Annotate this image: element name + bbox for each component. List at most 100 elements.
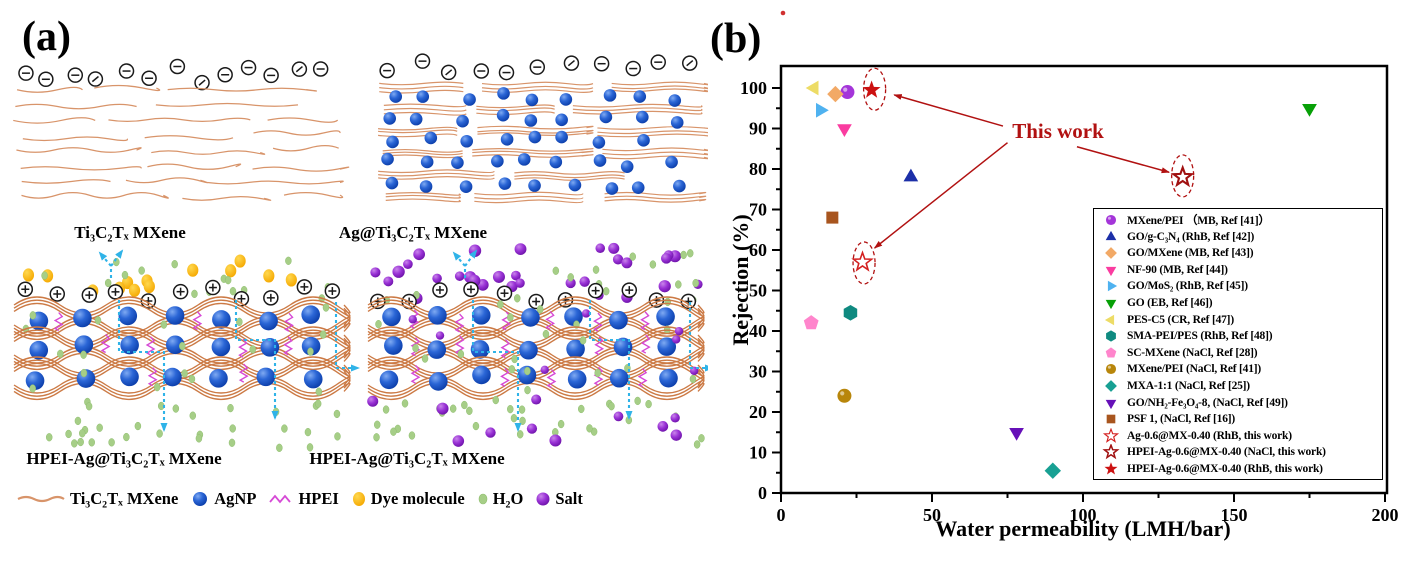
diagram-legend-label: HPEI [298, 489, 339, 508]
legend-marker-star-open-bold [1102, 444, 1120, 460]
mxene-wave [17, 495, 65, 503]
positive-charge-icon [205, 279, 221, 296]
data-point-6 [805, 80, 819, 96]
negative-charge-icon [240, 59, 257, 76]
negative-charge-icon [414, 53, 431, 69]
x-tick-label: 100 [1070, 505, 1097, 525]
diagram-label-mxene: Ti₃C₂Tₓ MXene [74, 223, 186, 242]
legend-marker-square [1106, 414, 1116, 424]
quadrant-pristine-mxene [13, 58, 350, 201]
chart-legend-label: PES-C5 (CR, Ref [47]) [1127, 313, 1234, 326]
positive-charge-icon [463, 281, 479, 298]
chart-legend-item: HPEI-Ag-0.6@MX-0.40 (RhB, this work) [1098, 461, 1380, 477]
negative-charge-icon [263, 67, 279, 84]
y-tick-label: 10 [749, 443, 767, 463]
negative-charge-icon [593, 55, 610, 72]
marker-triangle-down [1105, 399, 1117, 409]
positive-charge-icon [296, 279, 313, 295]
negative-charge-icon [498, 64, 515, 81]
x-tick-label: 150 [1221, 505, 1248, 525]
legend-marker-triangle-down [1105, 399, 1117, 409]
highlight-ellipse [852, 241, 876, 285]
y-tick-label: 70 [749, 200, 767, 220]
diagram-legend-item: AgNP [190, 489, 256, 509]
negative-charge-icon [312, 61, 329, 77]
positive-charge-icon [107, 284, 124, 300]
y-tick-label: 100 [740, 78, 767, 98]
marker-diamond [1105, 380, 1117, 392]
chart-legend-label: SMA-PEI/PES (RhB, Ref [48]) [1127, 330, 1273, 343]
data-points [803, 80, 1317, 479]
marker-star-open-bold [1102, 444, 1120, 460]
y-tick-label: 30 [749, 362, 767, 382]
membrane-schematic-canvas [13, 53, 708, 452]
positive-charge-icon [587, 282, 604, 299]
data-point-13 [851, 250, 874, 272]
red-speck [780, 10, 786, 16]
legend-marker-triangle-up [1105, 230, 1117, 240]
legend-marker-triangle-right [1107, 281, 1118, 292]
positive-charge-icon [263, 290, 279, 306]
marker-triangle-right [1107, 281, 1118, 292]
legend-marker-circle [1105, 214, 1117, 226]
marker-hexagon [1106, 330, 1116, 342]
marker-triangle-down [1105, 266, 1117, 276]
marker-star-filled [1104, 462, 1118, 475]
chart-legend-item: GO/MoS₂ (RhB, Ref [45]) [1098, 278, 1380, 294]
data-point-0 [840, 85, 855, 100]
highlight-ellipse [862, 67, 887, 111]
diagram-legend-label: AgNP [214, 489, 257, 508]
positive-charge-icon [17, 281, 34, 298]
callout-arrow [893, 94, 1004, 127]
marker-triangle-left [1104, 314, 1115, 325]
panel-b-chart: 0 10 20 30 40 50 60 70 80 90 100 0 50 100 150 200 (b) W… [700, 0, 1408, 561]
chart-legend-label: SC-MXene (NaCl, Ref [28]) [1127, 346, 1258, 359]
panel-b-label: (b) [710, 16, 762, 62]
positive-charge-icon [496, 285, 513, 301]
diagram-legend-item: H₂O [477, 489, 524, 509]
panel-a-schematic: (a) Ti₃C₂Tₓ MXene Ag@Ti₃C₂Tₓ MXene HPEI-… [13, 16, 708, 509]
marker-triangle-up [1105, 230, 1117, 240]
chart-legend-item: MXA-1:1 (NaCl, Ref [25]) [1098, 378, 1380, 394]
chart-legend-item: GO/MXene (MB, Ref [43]) [1098, 245, 1380, 261]
data-point-12 [826, 211, 839, 224]
chart-legend-item: SMA-PEI/PES (RhB, Ref [48]) [1098, 328, 1380, 344]
y-tick-label: 60 [749, 240, 767, 260]
legend-marker-triangle-down [1105, 266, 1117, 276]
negative-charge-icon [38, 71, 54, 88]
x-axis-title: Water permeability (LMH/bar) [935, 516, 1231, 541]
callout-arrow [1076, 146, 1171, 174]
negative-charge-icon [194, 74, 210, 91]
y-axis-title: Rejection (%) [728, 214, 753, 346]
diagram-label-hpei-ag-mxene-left: HPEI-Ag@Ti₃C₂Tₓ MXene [26, 449, 222, 468]
chart-legend-item: GO/NH₂-Fe₃O₄-8, (NaCl, Ref [49]) [1098, 395, 1380, 411]
marker-triangle-down [1105, 299, 1117, 310]
agnp-sphere [193, 492, 208, 506]
negative-charge-icon [379, 62, 395, 79]
legend-marker-hexagon [1106, 330, 1116, 342]
data-point-11 [1009, 428, 1024, 441]
chart-legend-label: Ag-0.6@MX-0.40 (RhB, this work) [1127, 429, 1292, 442]
x-tick-label: 50 [923, 505, 941, 525]
chart-legend-label: HPEI-Ag-0.6@MX-0.40 (NaCl, this work) [1127, 446, 1326, 459]
positive-charge-icon [621, 282, 638, 298]
diagram-label-ag-mxene: Ag@Ti₃C₂Tₓ MXene [338, 223, 488, 242]
x-tick-label: 0 [777, 505, 786, 525]
legend-marker-diamond [1105, 247, 1117, 260]
positive-charge-icon [81, 287, 98, 303]
scatter-plot-canvas: 0 10 20 30 40 50 60 70 80 90 100 0 50 100 150 200 [740, 10, 1399, 525]
diagram-legend-label: H₂O [492, 489, 524, 508]
positive-charge-icon [49, 286, 66, 302]
highlight-ellipse [1171, 154, 1195, 198]
chart-legend-label: HPEI-Ag-0.6@MX-0.40 (RhB, this work) [1127, 462, 1323, 475]
negative-charge-icon [440, 64, 457, 81]
data-point-1 [903, 168, 919, 182]
positive-charge-icon [172, 283, 189, 300]
negative-charge-icon [563, 55, 580, 71]
chart-legend-item: HPEI-Ag-0.6@MX-0.40 (NaCl, this work) [1098, 444, 1380, 460]
y-tick-label: 50 [749, 281, 767, 301]
chart-legend-label: GO/g-C₃N₄ (RhB, Ref [42]) [1127, 230, 1255, 243]
marker-pentagon [1105, 347, 1117, 358]
water-dot [478, 493, 488, 505]
